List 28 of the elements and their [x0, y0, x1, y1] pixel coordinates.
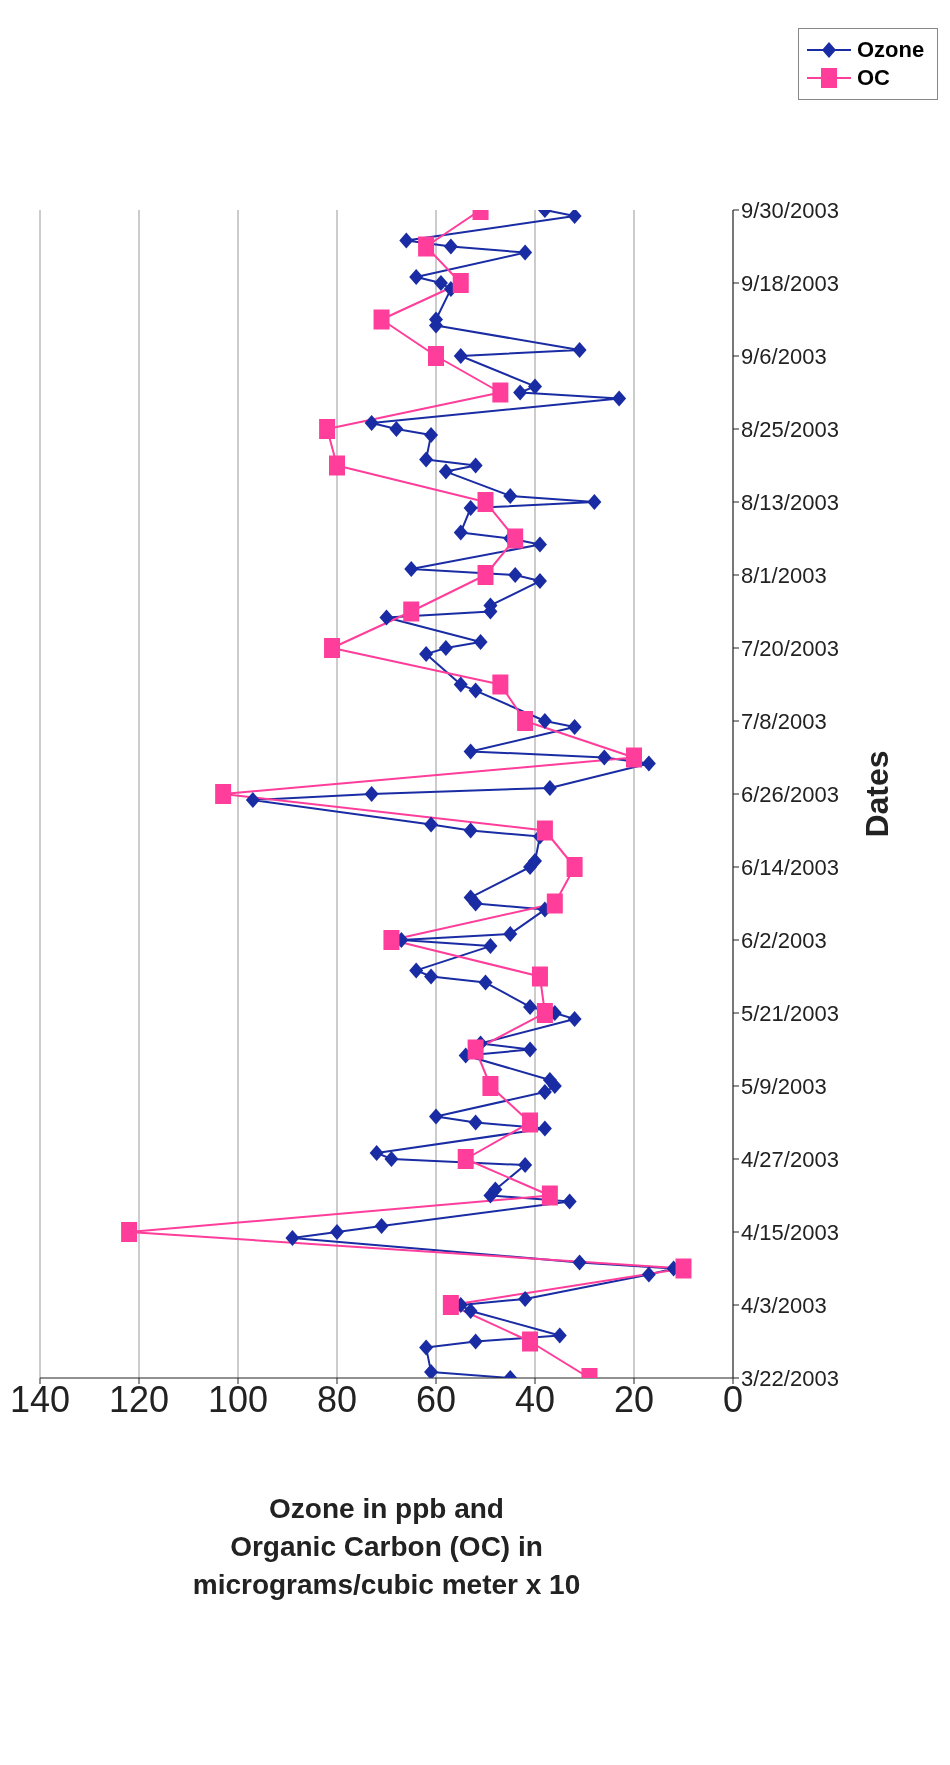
x-axis-title: Ozone in ppb and Organic Carbon (OC) in micrograms/cubic meter x 10	[192, 1493, 581, 1600]
x-tick-label: 60	[415, 1378, 457, 1420]
x-tick-label: 100	[207, 1378, 269, 1420]
y-tick-label: 8/25/2003	[741, 416, 839, 442]
x-tick-label: 140	[9, 1378, 71, 1420]
y-tick-label: 4/27/2003	[741, 1146, 839, 1172]
y-tick-label: 6/26/2003	[741, 781, 839, 807]
y-tick-label: 5/9/2003	[741, 1073, 827, 1099]
y-tick-label: 9/30/2003	[741, 197, 839, 223]
x-tick-label: 80	[316, 1378, 358, 1420]
y-tick-label: 3/22/2003	[741, 1365, 839, 1391]
y-tick-label: 4/3/2003	[741, 1292, 827, 1318]
y-axis-title: Dates	[859, 750, 895, 838]
y-tick-label: 6/14/2003	[741, 854, 839, 880]
x-tick-label: 120	[108, 1378, 170, 1420]
y-tick-label: 7/8/2003	[741, 708, 827, 734]
y-tick-label: 7/20/2003	[741, 635, 839, 661]
y-tick-label: 4/15/2003	[741, 1219, 839, 1245]
legend-label: OC	[857, 65, 890, 91]
y-tick-label: 8/13/2003	[741, 489, 839, 515]
y-tick-label: 9/18/2003	[741, 270, 839, 296]
y-tick-label: 5/21/2003	[741, 1000, 839, 1026]
y-tick-label: 9/6/2003	[741, 343, 827, 369]
legend-label: Ozone	[857, 37, 925, 63]
y-tick-label: 6/2/2003	[741, 927, 827, 953]
y-tick-label: 8/1/2003	[741, 562, 827, 588]
x-tick-label: 20	[613, 1378, 655, 1420]
x-tick-label: 40	[514, 1378, 556, 1420]
